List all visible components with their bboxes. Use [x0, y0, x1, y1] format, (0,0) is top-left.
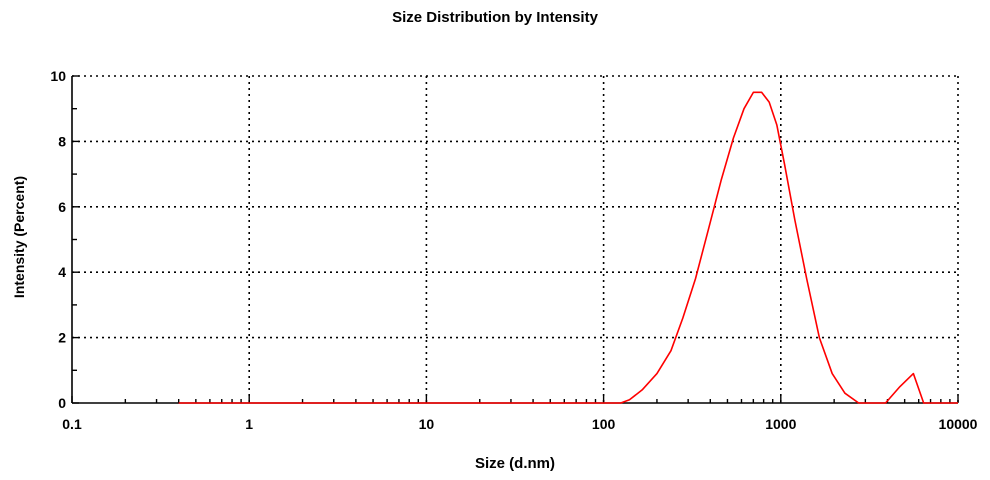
series-line-1: [178, 91, 958, 404]
grid-layer: [72, 75, 959, 403]
y-tick-label: 0: [58, 395, 66, 411]
y-tick-label: 8: [58, 133, 66, 149]
x-tick-label: 10000: [939, 416, 978, 432]
x-tick-label: 100: [592, 416, 616, 432]
x-tick-label: 0.1: [62, 416, 82, 432]
x-tick-label: 10: [419, 416, 435, 432]
y-tick-label: 4: [58, 264, 66, 280]
x-tick-label: 1000: [765, 416, 796, 432]
x-tick-label: 1: [245, 416, 253, 432]
x-axis-label: Size (d.nm): [475, 455, 555, 472]
y-axis-label: Intensity (Percent): [11, 176, 27, 298]
y-tick-label: 10: [50, 68, 66, 84]
tick-label-layer: 0 2 4 6 8 10 0.1 1 10 100 1000 10000: [50, 68, 977, 432]
series-layer: [178, 91, 958, 404]
chart-title: Size Distribution by Intensity: [392, 9, 599, 26]
y-tick-label: 6: [58, 199, 66, 215]
y-tick-label: 2: [58, 330, 66, 346]
